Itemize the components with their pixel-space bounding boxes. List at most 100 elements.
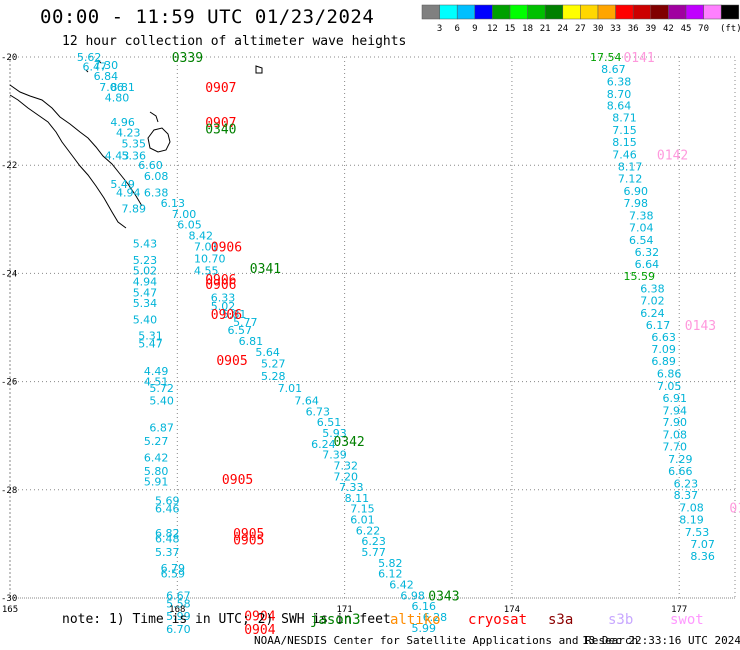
x-tick-label: 177 xyxy=(671,605,687,615)
wave-height-value: 6.87 xyxy=(149,422,174,435)
pass-time-label: 0907 xyxy=(205,81,236,96)
island-walpole xyxy=(255,65,263,74)
pass-time-label: 0906 xyxy=(205,273,236,288)
wave-height-value: 6.82 xyxy=(155,527,180,540)
footer-note: note: 1) Time is in UTC; 2) SWH is in fe… xyxy=(62,612,391,627)
legend-unit: (ft) xyxy=(720,24,740,34)
wave-height-value: 6.22 xyxy=(356,524,381,537)
y-tick-label: -30 xyxy=(1,594,17,604)
pass-time-label: 0907 xyxy=(205,116,236,131)
legend-tick-label: 45 xyxy=(681,24,692,34)
wave-height-value: 7.94 xyxy=(663,404,688,417)
axis-ticks: 165 168 171 174 177 -20 -22 -24 -26 -28 -30 xyxy=(1,53,687,615)
wave-height-value: 7.12 xyxy=(618,173,643,186)
wave-height-value: 6.54 xyxy=(629,234,654,247)
wave-height-value: 5.40 xyxy=(149,395,174,408)
wave-height-value: 7.33 xyxy=(339,481,364,494)
wave-height-value: 7.09 xyxy=(651,343,676,356)
wave-height-value: 7.90 xyxy=(663,416,688,429)
wave-height-value: 6.38 xyxy=(144,186,169,199)
wave-height-value: 4.94 xyxy=(116,186,141,199)
pass-time-label: 0341 xyxy=(250,262,281,277)
footer-timestamp: 13 Dec 22:33:16 UTC 2024 xyxy=(582,634,740,647)
wave-height-value: 10.70 xyxy=(194,252,226,265)
wave-height-value: 5.34 xyxy=(133,297,158,310)
island-small-north xyxy=(85,59,102,73)
pass-time-label: 0906 xyxy=(211,240,242,255)
wave-height-value: 6.08 xyxy=(144,170,169,183)
wave-height-value: 6.16 xyxy=(412,600,437,613)
legend-tick-label: 70 xyxy=(698,24,709,34)
wave-height-value: 6.42 xyxy=(144,451,169,464)
legend-tick-label: 18 xyxy=(522,24,533,34)
pass-time-label: 0904 xyxy=(244,609,275,624)
wave-height-value: 6.32 xyxy=(635,246,660,259)
wave-height-value: 6.46 xyxy=(155,503,180,516)
pass-time-label: 0340 xyxy=(205,122,236,137)
wave-height-value: 5.35 xyxy=(122,138,146,151)
wave-height-value: 6.64 xyxy=(635,258,660,271)
wave-height-value: 5.62 xyxy=(77,51,102,64)
wave-height-value: 8.70 xyxy=(607,88,632,101)
wave-height-value: 8.15 xyxy=(612,136,637,149)
wave-height-value: 8.11 xyxy=(345,492,370,505)
wave-height-value: 5.37 xyxy=(155,546,180,559)
wave-height-value: 6.51 xyxy=(317,416,342,429)
wave-height-value: 4.80 xyxy=(105,92,130,105)
wave-height-value: 8.17 xyxy=(618,160,643,173)
wave-height-value: 6.63 xyxy=(651,331,676,344)
wave-height-value: 5.91 xyxy=(144,476,169,489)
wave-height-value: 8.37 xyxy=(674,489,699,502)
wave-height-value: 7.30 xyxy=(94,59,119,72)
wave-height-value: 7.38 xyxy=(629,210,654,223)
wave-height-value: 7.15 xyxy=(612,124,637,137)
wave-height-value: 8.19 xyxy=(679,514,704,527)
wave-height-value: 7.02 xyxy=(640,294,665,307)
wave-height-value: 8.71 xyxy=(612,112,637,125)
legend-tick-label: 39 xyxy=(645,24,656,34)
wave-height-value: 6.17 xyxy=(646,319,671,332)
wave-height-value: 15.59 xyxy=(623,270,655,283)
pass-time-label: 0142 xyxy=(657,148,688,163)
y-tick-label: -20 xyxy=(1,53,17,63)
wave-height-value: 5.69 xyxy=(155,495,180,508)
legend-tick-label: 42 xyxy=(663,24,674,34)
satellite-label-s3b: s3b xyxy=(608,612,634,628)
footer-credit: NOAA/NESDIS Center for Satellite Applica… xyxy=(254,634,639,647)
wave-height-value: 7.70 xyxy=(663,441,688,454)
wave-height-value: 5.40 xyxy=(133,313,158,326)
wave-height-value: 7.46 xyxy=(612,148,637,161)
wave-height-value: 7.04 xyxy=(629,221,654,234)
wave-height-value: 5.47 xyxy=(138,338,163,351)
wave-height-value: 6.81 xyxy=(239,335,264,348)
wave-height-value: 4.51 xyxy=(144,376,169,389)
wave-height-value: 6.23 xyxy=(361,535,386,548)
pass-time-label: 0141 xyxy=(623,51,654,66)
pass-time-label: 0343 xyxy=(428,589,459,604)
wave-height-value: 6.28 xyxy=(423,611,448,624)
wave-height-value: 6.73 xyxy=(306,405,331,418)
pass-time-label: 0904 xyxy=(244,623,275,638)
wave-height-value: 5.80 xyxy=(144,465,169,478)
wave-height-value: 6.67 xyxy=(166,589,191,602)
wave-height-value: 5.81 xyxy=(222,308,247,321)
y-tick-label: -24 xyxy=(1,269,17,279)
chart-subtitle: 12 hour collection of altimeter wave hei… xyxy=(62,34,407,49)
wave-height-value: 5.02 xyxy=(211,300,236,313)
wave-height-value: 7.29 xyxy=(668,453,693,466)
wave-height-value: 5.93 xyxy=(322,427,347,440)
wave-height-value: 5.64 xyxy=(255,346,280,359)
wave-height-value: 17.54 xyxy=(590,51,622,64)
wave-height-value: 5.47 xyxy=(133,286,158,299)
plot-frame xyxy=(9,56,736,599)
pass-time-label: 0905 xyxy=(233,527,264,542)
wave-height-value: 6.24 xyxy=(311,438,336,451)
x-tick-label: 165 xyxy=(2,605,18,615)
wave-height-value: 6.23 xyxy=(674,477,699,490)
wave-height-value: 4.55 xyxy=(194,265,219,278)
wave-height-value: 6.59 xyxy=(161,568,186,581)
wave-height-value: 7.89 xyxy=(122,202,146,215)
wave-height-value: 5.77 xyxy=(233,316,257,329)
legend-tick-label: 33 xyxy=(610,24,621,34)
